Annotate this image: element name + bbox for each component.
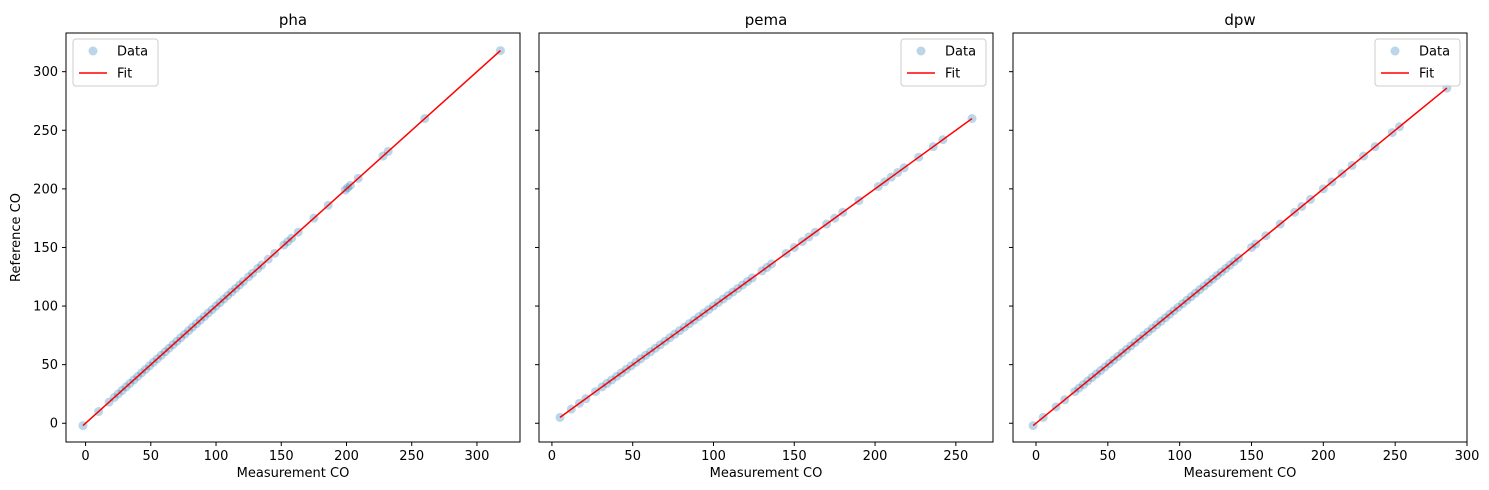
- chart-panel-dpw: 0 50 100 150 200 250 300 dpw Measurement CO Data F…: [1009, 11, 1479, 481]
- x-tick-label: 200: [334, 449, 359, 464]
- legend-box: [900, 38, 987, 87]
- legend: Data Fit: [900, 38, 987, 87]
- fit-line: [1032, 87, 1448, 427]
- chart-panel-pha: 0 50 100 150 200 250 300 0 50 100 150 200 250 300 pha M…: [9, 11, 521, 481]
- y-tick-label: 250: [33, 124, 58, 139]
- x-tick-label: 0: [548, 449, 556, 464]
- x-tick-label: 100: [701, 449, 726, 464]
- chart-title: dpw: [1224, 11, 1255, 29]
- x-tick-label: 200: [863, 449, 888, 464]
- fit-line: [559, 117, 973, 418]
- x-axis-label: Measurement CO: [1184, 466, 1297, 481]
- legend-label-data: Data: [117, 45, 148, 60]
- x-tick-label: 0: [81, 449, 89, 464]
- legend-box: [1374, 38, 1461, 87]
- legend-label-fit: Fit: [117, 67, 132, 82]
- x-tick-label: 250: [943, 449, 968, 464]
- plot-area: [538, 32, 994, 443]
- legend-marker-data: [916, 46, 926, 56]
- x-axis-label: Measurement CO: [710, 466, 823, 481]
- plot-area: [1012, 32, 1468, 443]
- x-tick-label: 50: [143, 449, 160, 464]
- legend: Data Fit: [72, 38, 159, 87]
- y-tick-label: 200: [33, 182, 58, 197]
- y-tick-label: 0: [50, 417, 58, 432]
- x-tick-label: 50: [1100, 449, 1117, 464]
- fit-line: [82, 50, 501, 427]
- x-tick-label: 150: [1239, 449, 1264, 464]
- x-tick-label: 50: [624, 449, 641, 464]
- x-tick-label: 250: [1383, 449, 1408, 464]
- y-tick-label: 300: [33, 65, 58, 80]
- legend-label-fit: Fit: [1419, 67, 1434, 82]
- y-tick-label: 100: [33, 300, 58, 315]
- legend: Data Fit: [1374, 38, 1461, 87]
- y-tick-label: 50: [41, 358, 58, 373]
- legend-label-data: Data: [945, 45, 976, 60]
- x-tick-label: 250: [399, 449, 424, 464]
- legend-label-data: Data: [1419, 45, 1450, 60]
- x-tick-label: 150: [782, 449, 807, 464]
- chart-panel-pema: 0 50 100 150 200 250 pema Measurement CO Data Fit: [535, 11, 994, 481]
- x-tick-label: 0: [1032, 449, 1040, 464]
- chart-title: pha: [279, 11, 307, 29]
- legend-marker-data: [1390, 46, 1400, 56]
- legend-marker-data: [88, 46, 98, 56]
- x-axis-label: Measurement CO: [237, 466, 350, 481]
- legend-box: [72, 38, 159, 87]
- chart-title: pema: [745, 11, 788, 29]
- x-tick-label: 150: [269, 449, 294, 464]
- x-tick-label: 100: [1167, 449, 1192, 464]
- x-tick-label: 200: [1311, 449, 1336, 464]
- y-axis-label: Reference CO: [9, 193, 24, 282]
- x-tick-label: 100: [204, 449, 229, 464]
- y-tick-label: 150: [33, 241, 58, 256]
- x-tick-label: 300: [1455, 449, 1480, 464]
- x-tick-label: 300: [465, 449, 490, 464]
- legend-label-fit: Fit: [945, 67, 960, 82]
